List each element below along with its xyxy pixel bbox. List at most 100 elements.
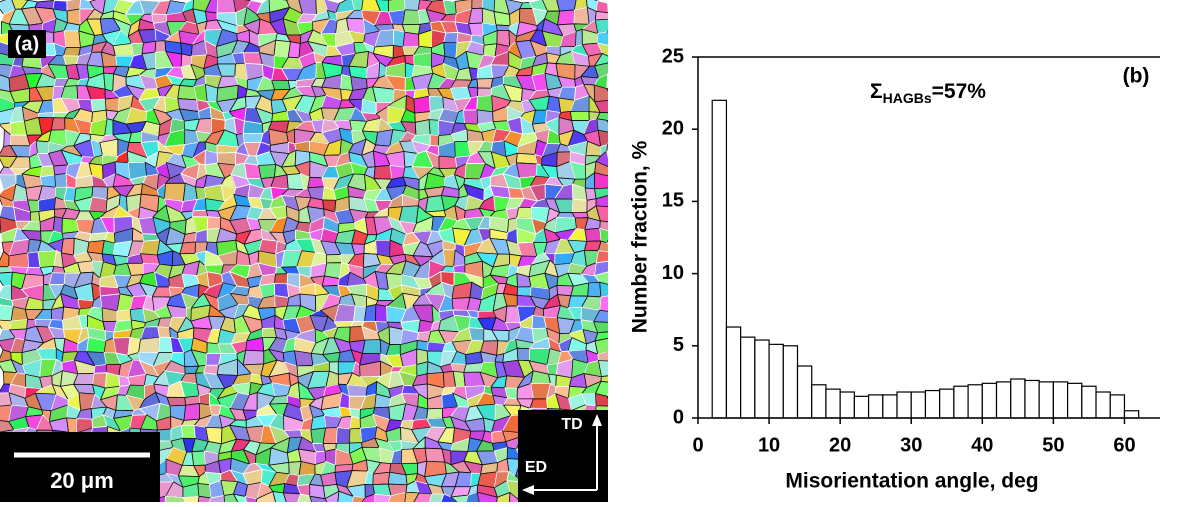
grain xyxy=(337,490,354,502)
grain xyxy=(593,84,608,103)
grain xyxy=(607,331,608,332)
arrow-head xyxy=(522,485,534,495)
x-axis-label: Misorientation angle, deg xyxy=(785,470,1038,493)
scale-box xyxy=(0,432,160,502)
grain xyxy=(595,195,608,208)
grain xyxy=(324,490,340,502)
grain xyxy=(60,237,75,256)
bar xyxy=(910,391,927,419)
bar xyxy=(867,394,884,419)
grain xyxy=(495,24,511,32)
grain xyxy=(50,306,65,321)
grain xyxy=(8,252,29,268)
x-tick-label: 0 xyxy=(692,434,703,456)
grain xyxy=(609,272,627,288)
bar xyxy=(711,99,728,419)
grain xyxy=(139,239,161,256)
grain xyxy=(164,182,186,202)
grain xyxy=(593,260,608,277)
grain xyxy=(515,162,538,179)
grain xyxy=(348,427,363,444)
grain xyxy=(599,281,608,298)
bar xyxy=(725,326,742,419)
arrow-head xyxy=(592,414,602,426)
grain xyxy=(443,32,459,44)
grain xyxy=(242,132,264,144)
grain xyxy=(274,273,288,285)
bar xyxy=(811,384,827,419)
grain xyxy=(0,271,13,287)
grain xyxy=(594,172,608,190)
bar xyxy=(882,394,898,419)
grain xyxy=(599,227,608,244)
grain xyxy=(361,339,382,355)
grain xyxy=(607,12,608,13)
grain xyxy=(413,492,433,502)
grain xyxy=(429,134,440,147)
scale-text: 20 μm xyxy=(50,468,114,493)
grain xyxy=(609,184,626,200)
grain xyxy=(597,240,608,252)
grain xyxy=(516,347,531,362)
x-tick-label: 10 xyxy=(758,434,780,456)
grain xyxy=(609,416,626,433)
panel-label: (b) xyxy=(1123,65,1150,88)
grain xyxy=(272,491,287,502)
grain xyxy=(607,350,608,352)
annotation-subscript: HAGBs xyxy=(883,90,932,106)
grain xyxy=(103,72,114,92)
grain xyxy=(609,261,626,276)
grain xyxy=(476,78,494,89)
grain xyxy=(104,372,121,389)
grain xyxy=(610,371,627,386)
grain xyxy=(77,260,94,274)
grain xyxy=(402,31,420,48)
grain xyxy=(606,391,608,397)
grain xyxy=(297,493,312,502)
grain xyxy=(183,402,200,421)
grain xyxy=(595,0,608,14)
grain xyxy=(606,144,608,152)
grain xyxy=(516,286,532,297)
grain xyxy=(611,307,626,323)
grain xyxy=(612,448,623,463)
grain xyxy=(477,87,493,97)
bar xyxy=(1010,378,1026,419)
grain xyxy=(569,110,590,121)
grain xyxy=(287,41,301,59)
grain xyxy=(611,43,624,58)
grain xyxy=(180,424,196,439)
bar xyxy=(939,388,955,419)
grain xyxy=(607,2,608,14)
grain xyxy=(374,493,392,502)
grain xyxy=(609,492,621,502)
y-tick-label: 20 xyxy=(662,117,684,139)
annotation: ΣHAGBs=57% xyxy=(870,80,986,106)
grain xyxy=(610,167,627,179)
ebsd-map xyxy=(0,0,627,502)
grain xyxy=(574,28,583,47)
grain xyxy=(101,239,116,256)
grain xyxy=(610,361,627,375)
grain xyxy=(609,178,626,188)
bar xyxy=(967,384,983,419)
grain xyxy=(86,240,105,255)
grain xyxy=(592,309,608,323)
bar xyxy=(1095,391,1111,419)
annotation-text: =57% xyxy=(932,80,987,103)
grain xyxy=(613,99,621,113)
grain xyxy=(546,363,559,376)
bar xyxy=(782,345,799,419)
grain xyxy=(607,31,608,35)
grain xyxy=(606,142,608,146)
grain xyxy=(426,407,443,420)
bar xyxy=(1109,394,1126,419)
grain xyxy=(372,471,391,486)
grain xyxy=(244,496,258,502)
grain xyxy=(138,336,160,353)
grain xyxy=(611,459,624,473)
grain xyxy=(599,220,608,232)
grain xyxy=(607,71,608,75)
grain xyxy=(232,493,248,502)
grain xyxy=(596,118,608,133)
